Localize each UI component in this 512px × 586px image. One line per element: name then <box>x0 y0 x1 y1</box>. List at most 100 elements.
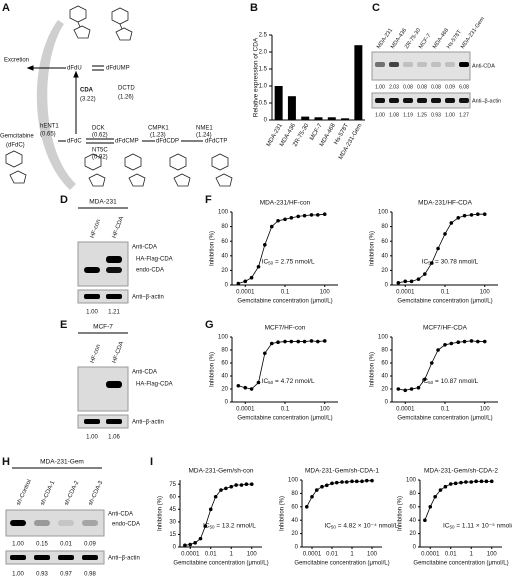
quant-label: 1.25 <box>417 112 427 118</box>
y-tick-label: 80 <box>381 348 388 354</box>
y-tick-label: 80 <box>291 491 298 497</box>
y-axis-label: Inhibition (%) <box>370 352 376 387</box>
point <box>330 481 334 486</box>
quant-label: 1.00 <box>12 542 24 548</box>
point <box>453 481 458 486</box>
ic50-label: IC50 = 2.75 nmol/L <box>262 258 315 265</box>
lane-label: sh-CDA-1 <box>40 480 57 507</box>
pathway-label: (0.92) <box>92 155 108 161</box>
y-tick-label: 0 <box>385 283 389 289</box>
point <box>456 216 461 220</box>
point <box>183 543 187 548</box>
point <box>229 484 234 489</box>
band <box>84 294 100 299</box>
point <box>304 505 309 509</box>
point <box>416 277 421 281</box>
x-tick-label: 0.01 <box>326 552 338 558</box>
quant-label: 0.93 <box>431 112 441 118</box>
x-tick-label: 0.0001 <box>181 552 200 558</box>
ic50-part: IC <box>443 522 450 529</box>
antibody-label: Anti–β-actin <box>132 295 164 301</box>
pathway-label: (1.24) <box>196 133 212 139</box>
y-tick-label: 80 <box>221 224 228 230</box>
ic50-part: IC <box>262 378 269 385</box>
ic50-value: = 4.72 nmol/L <box>273 378 315 385</box>
point <box>263 351 267 356</box>
x-tick-label: 100 <box>487 552 498 558</box>
point <box>236 281 241 286</box>
ic50-label: IC50 = 30.78 nmol/L <box>422 258 479 265</box>
point <box>449 341 454 346</box>
quant-label: 0.08 <box>431 84 441 90</box>
y-tick-label: 1.5 <box>259 67 268 73</box>
blot <box>77 241 129 287</box>
panel-label: G <box>205 319 214 331</box>
lane-label: HF-con <box>90 344 102 365</box>
point <box>276 340 280 345</box>
x-tick-label: 0.01 <box>445 552 457 558</box>
pathway-label: DCK <box>92 126 105 132</box>
pathway-label: (3.22) <box>80 97 96 103</box>
point <box>213 494 218 499</box>
point <box>296 339 301 344</box>
panel-label: C <box>372 2 380 14</box>
blot <box>77 289 129 304</box>
arrows <box>26 65 203 144</box>
x-axis-label: Gemcitabine concentration (μmol/L) <box>173 561 268 567</box>
point <box>324 483 329 488</box>
band <box>34 555 50 560</box>
blot <box>371 51 471 81</box>
ic50-value: = 13.2 nmol/L <box>214 522 256 529</box>
panel-label: D <box>60 194 68 206</box>
point <box>403 279 408 284</box>
point <box>243 385 248 390</box>
point <box>423 377 427 382</box>
blot <box>5 509 105 537</box>
band-label: endo-CDA <box>136 268 164 274</box>
ic50-sub: 50 <box>268 261 274 266</box>
y-tick-label: 40 <box>409 518 416 524</box>
panel-label: I <box>150 456 153 468</box>
band <box>84 419 100 424</box>
x-tick-label: 100 <box>367 552 378 558</box>
quant-label: 1.06 <box>108 435 120 441</box>
band <box>417 62 427 67</box>
chart-title: MDA-231-Gem/sh-CDA-1 <box>305 468 379 475</box>
point <box>314 488 319 492</box>
band <box>106 256 122 263</box>
quant-label: 0.93 <box>36 572 48 578</box>
pathway-label: CMPK1 <box>148 126 169 132</box>
point <box>423 518 427 522</box>
quant-label: 0.08 <box>403 84 413 90</box>
x-tick-label: 100 <box>480 407 491 413</box>
pathway-label: (1.26) <box>118 95 134 101</box>
band <box>459 62 469 67</box>
point <box>289 339 294 344</box>
y-tick-label: 0 <box>225 400 229 406</box>
x-tick-label: 100 <box>480 290 491 296</box>
x-tick-label: 0.0001 <box>303 552 322 558</box>
point <box>322 212 327 216</box>
panel-label: F <box>205 194 212 206</box>
y-axis-label: Inhibition (%) <box>370 231 376 266</box>
y-tick-label: 15 <box>169 532 176 538</box>
y-tick-label: 75 <box>169 482 176 488</box>
x-tick-label: 0.0001 <box>236 290 255 296</box>
y-tick-label: 20 <box>381 387 388 393</box>
quant-label: 1.08 <box>389 112 399 118</box>
y-axis-label: Relative expression of CDA <box>253 37 260 117</box>
point <box>396 387 401 391</box>
x-axis-label: Gemcitabine concentration (μmol/L) <box>294 561 389 567</box>
quant-label: 1.19 <box>403 112 413 118</box>
ic50-label: IC50 = 4.72 nmol/L <box>262 378 315 385</box>
x-axis-label: Gemcitabine concentration (μmol/L) <box>397 299 492 305</box>
y-tick-label: 80 <box>409 491 416 497</box>
ic50-part: IC <box>422 258 429 265</box>
point <box>203 524 208 528</box>
x-axis-label: Gemcitabine concentration (μmol/L) <box>397 416 492 422</box>
ic50-label: IC50 = 10.87 nmol/L <box>422 378 479 385</box>
quant-label: 1.00 <box>375 84 385 90</box>
bar <box>274 86 283 120</box>
band <box>389 98 399 103</box>
